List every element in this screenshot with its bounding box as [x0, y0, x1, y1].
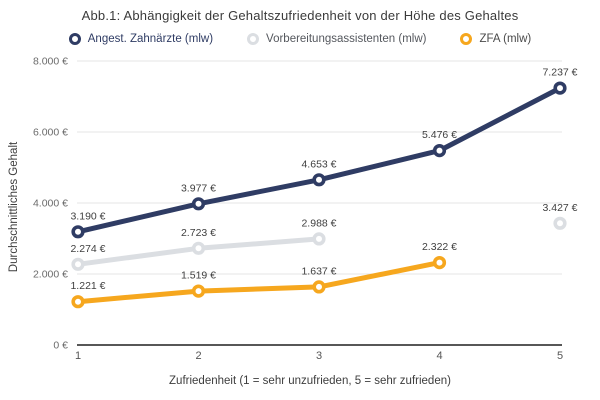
- series-ring-icon: [68, 33, 81, 45]
- data-point-marker: [191, 241, 206, 255]
- data-point-marker: [553, 81, 567, 95]
- data-point-marker: [312, 280, 326, 294]
- data-label: 2.988 €: [301, 217, 336, 229]
- y-axis-title: Durchschnittliches Gehalt: [8, 141, 20, 273]
- data-label: 1.637 €: [301, 265, 336, 277]
- x-tick-label: 5: [557, 350, 563, 362]
- data-point-marker: [432, 256, 447, 270]
- x-axis-title: Zufriedenheit (1 = sehr unzufrieden, 5 =…: [169, 375, 451, 387]
- legend-item-2: Vorbereitungsassistenten (mlw): [247, 33, 426, 45]
- series-line-3: [75, 260, 442, 305]
- x-tick-label: 2: [195, 350, 201, 362]
- data-point-marker: [71, 257, 85, 271]
- data-point-marker: [553, 216, 567, 230]
- data-point-marker: [312, 173, 326, 187]
- series-ring-icon: [460, 33, 473, 45]
- data-label: 3.190 €: [70, 210, 105, 222]
- data-label: 3.977 €: [181, 182, 216, 194]
- x-tick-label: 4: [436, 350, 442, 362]
- data-point-marker: [312, 232, 326, 246]
- series-ring-icon: [247, 33, 260, 45]
- data-point-marker: [191, 284, 206, 298]
- y-tick-label: 6.000 €: [33, 127, 68, 139]
- data-label: 1.221 €: [70, 280, 105, 292]
- data-point-marker: [191, 197, 206, 211]
- y-tick-label: 4.000 €: [33, 198, 68, 210]
- data-label: 5.476 €: [422, 129, 457, 141]
- y-tick-label: 0 €: [53, 340, 68, 352]
- data-label: 3.427 €: [542, 202, 577, 214]
- data-label: 2.274 €: [70, 243, 105, 255]
- legend-label: ZFA (mlw): [479, 33, 532, 45]
- legend: Angest. Zahnärzte (mlw) Vorbereitungsassi…: [0, 33, 600, 45]
- data-label: 2.322 €: [422, 241, 457, 253]
- data-point-marker: [71, 225, 85, 239]
- legend-item-1: Angest. Zahnärzte (mlw): [68, 33, 214, 45]
- y-tick-label: 8.000 €: [33, 56, 68, 68]
- data-label: 7.237 €: [542, 67, 577, 79]
- y-tick-label: 2.000 €: [33, 269, 68, 281]
- data-label: 2.723 €: [181, 227, 216, 239]
- x-tick-label: 1: [75, 350, 81, 362]
- legend-item-3: ZFA (mlw): [460, 33, 531, 45]
- data-label: 1.519 €: [181, 270, 216, 282]
- data-label: 4.653 €: [301, 158, 336, 170]
- data-point-marker: [71, 295, 85, 309]
- data-point-marker: [432, 144, 447, 158]
- legend-label: Angest. Zahnärzte (mlw): [87, 33, 214, 45]
- x-tick-label: 3: [316, 350, 322, 362]
- chart-title: Abb.1: Abhängigkeit der Gehaltszufrieden…: [81, 8, 519, 23]
- legend-label: Vorbereitungsassistenten (mlw): [266, 33, 427, 45]
